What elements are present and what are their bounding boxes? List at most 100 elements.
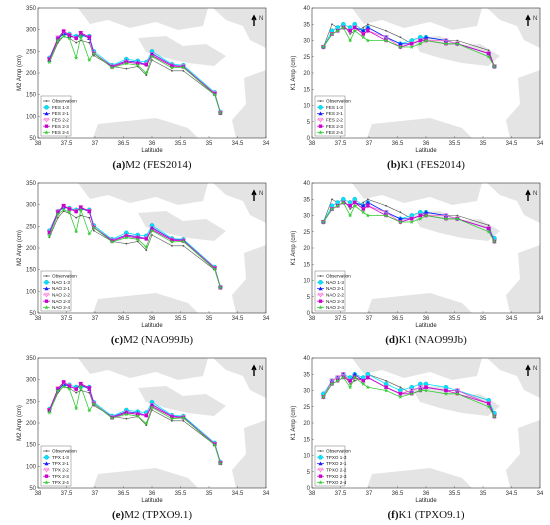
plot-area	[38, 183, 266, 313]
data-point-Observation	[92, 229, 95, 232]
y-tick-label: 200	[26, 421, 37, 427]
data-point-s24	[124, 61, 129, 66]
data-point-s24	[47, 410, 52, 415]
plot-frame	[37, 182, 267, 314]
north-arrow-icon	[251, 14, 257, 26]
north-label: N	[533, 16, 537, 22]
data-point-s24	[365, 384, 371, 390]
legend-label: TPX 1-3	[52, 455, 69, 460]
x-tick-label: 37.5	[61, 141, 73, 147]
x-tick-label: 37.5	[61, 491, 73, 497]
x-tick-label: 34	[537, 491, 544, 497]
data-point-s24	[87, 57, 92, 62]
data-point-s24	[492, 239, 497, 244]
land-shape	[232, 245, 266, 313]
data-point-s24	[91, 225, 97, 230]
x-tick-label: 36	[149, 141, 156, 147]
data-point-s21	[398, 216, 403, 221]
data-point-s23	[67, 33, 72, 37]
data-point-Observation	[366, 23, 369, 26]
data-point-Observation	[75, 216, 78, 219]
panel-caption: (b)K1 (FES2014)	[387, 159, 465, 171]
legend-label: TPXO 2-2	[326, 468, 347, 473]
x-tick-label: 35	[206, 316, 213, 322]
legend-label: FES 2-2	[326, 118, 343, 123]
land-shape	[412, 36, 500, 66]
data-point-Observation	[171, 69, 173, 72]
data-point-s22	[340, 372, 346, 377]
y-tick-label: 30	[303, 214, 310, 220]
legend-swatch-marker	[44, 474, 49, 478]
data-point-s24	[61, 33, 66, 39]
data-point-s21	[365, 25, 370, 30]
north-label: N	[533, 366, 537, 372]
legend-swatch-marker	[317, 467, 324, 473]
x-tick-label: 37.5	[335, 141, 347, 147]
data-point-Observation	[79, 214, 82, 217]
land-shape	[232, 420, 266, 488]
data-point-s24	[144, 421, 149, 426]
legend-swatch-marker	[317, 117, 324, 123]
data-point-s24	[352, 203, 357, 208]
legend-label: TPXO 2-3	[326, 474, 347, 479]
legend-label: TPX 2-4	[52, 480, 69, 485]
data-point-s24	[218, 110, 223, 116]
y-tick-label: 25	[303, 55, 310, 61]
y-tick-label: 35	[303, 22, 310, 28]
y-tick-label: 30	[303, 389, 310, 395]
data-point-s24	[109, 239, 115, 244]
plot-frame	[311, 357, 541, 489]
data-point-s24	[486, 54, 491, 59]
data-point-Observation	[88, 391, 91, 394]
x-tick-label: 35	[480, 491, 487, 497]
legend-swatch-marker	[44, 286, 49, 291]
data-point-s23	[87, 35, 91, 39]
data-point-s24	[144, 70, 149, 75]
land-shape	[352, 8, 482, 30]
land-shape	[506, 245, 540, 313]
panel-caption: (c)M2 (NAO99Jb)	[111, 334, 194, 346]
data-point-s24	[218, 461, 223, 466]
data-point-s24	[67, 36, 72, 41]
legend-swatch-marker	[43, 467, 50, 473]
caption-letter: (e)	[112, 509, 125, 521]
x-tick-label: 35.5	[449, 316, 461, 322]
land-shape	[138, 36, 226, 66]
data-point-s23	[361, 207, 365, 211]
data-point-s24	[149, 54, 155, 59]
y-tick-label: 20	[303, 246, 310, 252]
land-shape	[93, 293, 198, 313]
data-point-Observation	[57, 216, 59, 219]
land-shape	[78, 183, 208, 205]
legend-label: NAO 2-2	[52, 293, 70, 298]
data-point-Observation	[75, 391, 78, 394]
x-tick-label: 34	[263, 491, 270, 497]
y-tick-label: 50	[29, 311, 36, 317]
x-axis-label: Latitude	[141, 148, 163, 154]
data-point-Observation	[145, 74, 148, 77]
data-point-s22	[383, 210, 389, 215]
legend-swatch-marker	[43, 117, 50, 123]
land-shape	[232, 70, 266, 138]
data-point-s21	[61, 31, 66, 35]
panel-caption: (e)M2 (TPXO9.1)	[112, 509, 192, 521]
x-tick-label: 35.5	[175, 491, 187, 497]
plot-frame	[37, 7, 267, 139]
x-tick-label: 34.5	[232, 141, 244, 147]
data-point-s24	[423, 213, 429, 218]
data-point-Observation	[385, 379, 387, 382]
data-point-Observation	[145, 249, 148, 252]
data-point-s24	[341, 375, 346, 380]
y-tick-label: 25	[303, 405, 310, 411]
y-tick-label: 35	[303, 197, 310, 203]
data-point-s24	[423, 388, 429, 393]
x-tick-label: 36	[149, 316, 156, 322]
data-point-s24	[181, 239, 186, 244]
data-point-s24	[78, 207, 83, 212]
y-tick-label: 0	[307, 311, 311, 317]
y-axis-label: K1 Amp (cm)	[291, 231, 297, 266]
data-point-s23	[348, 204, 352, 208]
data-point-s24	[78, 33, 83, 39]
legend-swatch-marker	[45, 450, 48, 452]
data-point-s24	[347, 38, 353, 43]
